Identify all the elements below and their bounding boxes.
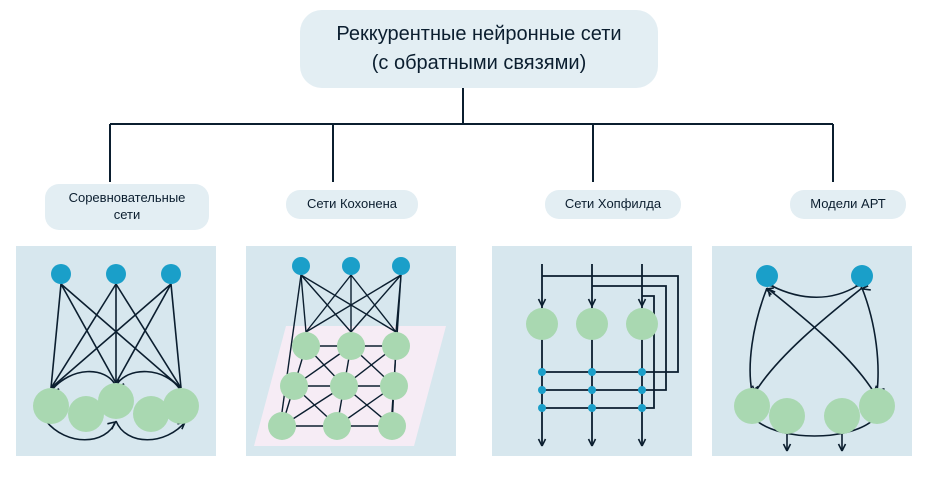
panel-hopfield	[492, 246, 692, 456]
label-hopfield: Сети Хопфилда	[545, 190, 681, 219]
panel-kohonen	[246, 246, 456, 456]
label-art: Модели АРТ	[790, 190, 906, 219]
competitive-net	[16, 246, 216, 456]
hopfield-net	[492, 246, 692, 456]
label-competitive: Соревновательныесети	[45, 184, 209, 230]
panel-art	[712, 246, 912, 456]
diagram-root: Реккурентные нейронные сети (с обратными…	[0, 0, 928, 500]
kohonen-net	[246, 246, 456, 456]
art-net	[712, 246, 912, 456]
label-kohonen: Сети Кохонена	[286, 190, 418, 219]
panel-competitive	[16, 246, 216, 456]
